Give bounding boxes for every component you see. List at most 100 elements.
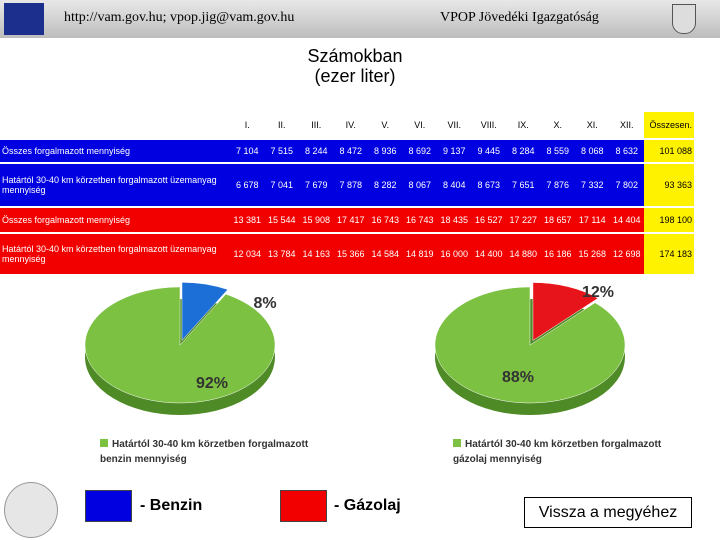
cell: 8 067 [402, 164, 437, 206]
cell: 8 244 [299, 140, 334, 162]
back-button[interactable]: Vissza a megyéhez [524, 497, 692, 528]
cell: 198 100 [644, 208, 694, 232]
cell: 16 000 [437, 234, 472, 274]
cell: 18 435 [437, 208, 472, 232]
column-header: IX. [517, 120, 529, 130]
cell: 174 183 [644, 234, 694, 274]
cell: 14 819 [402, 234, 437, 274]
cell: 14 400 [471, 234, 506, 274]
cell: 18 657 [540, 208, 575, 232]
cell: 7 332 [575, 164, 610, 206]
cell: 16 186 [540, 234, 575, 274]
emblem [672, 4, 696, 34]
cell: 8 068 [575, 140, 610, 162]
column-header: II. [277, 120, 286, 130]
cell: 8 404 [437, 164, 472, 206]
legend-text: benzin mennyiség [100, 454, 187, 465]
row: Összes forgalmazott mennyiség 13 381 15 54… [0, 208, 694, 232]
row-label: Határtól 30-40 km körzetben forgalmazott… [0, 234, 230, 274]
row: Összes forgalmazott mennyiség 7 104 7 515 8… [0, 140, 694, 162]
cell: 9 137 [437, 140, 472, 162]
row-label: Összes forgalmazott mennyiség [0, 208, 230, 232]
cell: 9 445 [471, 140, 506, 162]
cell: 8 472 [333, 140, 368, 162]
cell: 16 527 [471, 208, 506, 232]
corner [0, 112, 230, 138]
cell: 7 041 [264, 164, 299, 206]
legend-swatch [100, 439, 108, 447]
pie-charts: 8% 92% Határtól 30-40 km körzetben forgalm… [84, 282, 662, 465]
cell: 8 673 [471, 164, 506, 206]
cell: 7 876 [540, 164, 575, 206]
cell: 7 878 [333, 164, 368, 206]
cell: 13 381 [230, 208, 265, 232]
legend-text: Határtól 30-40 km körzetben forgalmazott [112, 439, 309, 450]
cell: 93 363 [644, 164, 694, 206]
column-header: I. [244, 120, 250, 130]
legend-text: Határtól 30-40 km körzetben forgalmazott [465, 439, 662, 450]
cell: 15 268 [575, 234, 610, 274]
cell: 14 584 [368, 234, 403, 274]
cell: 14 163 [299, 234, 334, 274]
cell: 6 678 [230, 164, 265, 206]
eu-flag [4, 3, 44, 35]
slice-label: 12% [582, 284, 614, 301]
gazolaj-key: - Gázolaj [334, 497, 401, 514]
title-line: Számokban [307, 46, 403, 66]
cell: 7 679 [299, 164, 334, 206]
cell: 15 908 [299, 208, 334, 232]
slice-label: 92% [196, 375, 228, 392]
cell: 14 880 [506, 234, 541, 274]
row: Határtól 30-40 km körzetben forgalmazott… [0, 234, 694, 274]
slice-label: 8% [253, 295, 276, 312]
cell: 15 544 [264, 208, 299, 232]
cell: 13 784 [264, 234, 299, 274]
pie-slice [434, 286, 626, 404]
column-header: Összesen. [644, 112, 694, 138]
legend-swatch [453, 439, 461, 447]
cell: 17 114 [575, 208, 610, 232]
cell: 101 088 [644, 140, 694, 162]
benzin-key: - Benzin [140, 497, 203, 514]
row: Határtól 30-40 km körzetben forgalmazott… [0, 164, 694, 206]
column-header: VI. [414, 120, 426, 130]
title-line: (ezer liter) [314, 66, 396, 86]
cell: 8 282 [368, 164, 403, 206]
seal [4, 482, 58, 538]
slice-label: 88% [502, 369, 534, 386]
cell: 14 404 [609, 208, 644, 232]
cell: 17 227 [506, 208, 541, 232]
legend-text: gázolaj mennyiség [453, 454, 542, 465]
column-header: X. [553, 120, 562, 130]
cell: 8 284 [506, 140, 541, 162]
cell: 12 034 [230, 234, 265, 274]
row-label: Határtól 30-40 km körzetben forgalmazott… [0, 164, 230, 206]
org: VPOP Jövedéki Igazgatóság [440, 10, 599, 25]
cell: 7 802 [609, 164, 644, 206]
column-header: VII. [447, 120, 461, 130]
column-header: V. [381, 120, 390, 130]
cell: 8 936 [368, 140, 403, 162]
cell: 8 632 [609, 140, 644, 162]
column-header: IV. [345, 120, 356, 130]
cell: 16 743 [368, 208, 403, 232]
cell: 8 559 [540, 140, 575, 162]
cell: 7 515 [264, 140, 299, 162]
column-header: VIII. [480, 120, 497, 130]
gazolaj-swatch [280, 490, 327, 522]
cell: 8 692 [402, 140, 437, 162]
cell: 17 417 [333, 208, 368, 232]
benzin-swatch [85, 490, 132, 522]
pie-slice [532, 282, 599, 341]
column-header: XI. [586, 120, 598, 130]
header: http://vam.gov.hu; vpop.jig@vam.gov.hu V… [0, 0, 720, 38]
pie-slice [84, 286, 276, 404]
column-header: XII. [619, 120, 634, 130]
cell: 7 651 [506, 164, 541, 206]
pie-slice [181, 282, 229, 342]
cell: 16 743 [402, 208, 437, 232]
cell: 12 698 [609, 234, 644, 274]
contact: http://vam.gov.hu; vpop.jig@vam.gov.hu [64, 10, 295, 25]
row-label: Összes forgalmazott mennyiség [0, 140, 230, 162]
